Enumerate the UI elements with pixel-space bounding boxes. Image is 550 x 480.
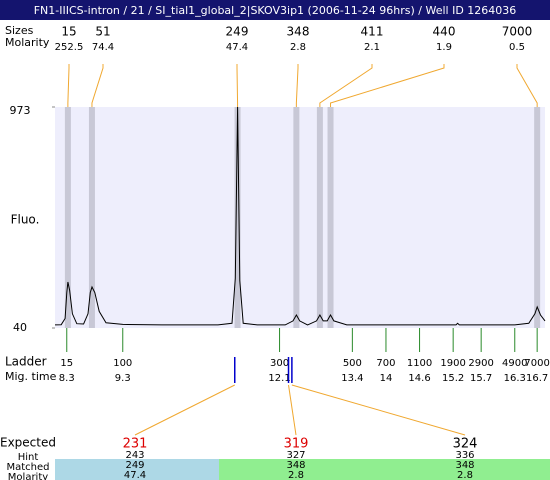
ladder-size: 1100 xyxy=(407,358,432,369)
peak-connector xyxy=(236,64,239,107)
ladder-label: Mig. time xyxy=(5,370,57,383)
ladder-size: 300 xyxy=(270,358,289,369)
peak-molarity: 1.9 xyxy=(436,42,452,53)
y-tick-label: 40 xyxy=(13,321,27,334)
expected-connector xyxy=(288,384,297,436)
expected-connector xyxy=(291,384,466,436)
table-label: Molarity xyxy=(8,472,48,480)
ladder-time: 13.4 xyxy=(341,373,363,384)
y-tick-label: 973 xyxy=(10,104,31,117)
table-label: Matched xyxy=(6,462,49,473)
peak-size: 411 xyxy=(361,25,384,39)
ladder-size: 4900 xyxy=(502,358,527,369)
expected-connector xyxy=(134,384,235,436)
peak-molarity: 2.8 xyxy=(290,42,306,53)
peak-row-label: Sizes xyxy=(5,24,34,37)
peak-molarity: 47.4 xyxy=(226,42,248,53)
expected-matched: 348 xyxy=(286,460,305,471)
ladder-time: 15.2 xyxy=(442,373,464,384)
expected-matched: 348 xyxy=(455,460,474,471)
ladder-time: 16.3 xyxy=(504,373,526,384)
ladder-time: 15.7 xyxy=(470,373,492,384)
peak-band xyxy=(88,107,95,328)
peak-molarity: 2.1 xyxy=(364,42,380,53)
expected-hint: 336 xyxy=(455,450,474,461)
peak-band xyxy=(316,107,323,328)
expected-value: 319 xyxy=(284,437,309,452)
peak-band xyxy=(534,107,541,328)
expected-molarity: 2.8 xyxy=(457,470,473,480)
ladder-size: 500 xyxy=(343,358,362,369)
peak-row-label: Molarity xyxy=(5,36,50,49)
ladder-label: Ladder xyxy=(5,355,47,369)
peak-molarity: 252.5 xyxy=(55,42,84,53)
matched-bg xyxy=(55,459,219,480)
ladder-time: 12.1 xyxy=(268,373,290,384)
peak-size: 51 xyxy=(95,25,110,39)
plot-area xyxy=(55,107,545,328)
title: FN1-IIICS-intron / 21 / SI_tial1_global_… xyxy=(34,4,517,17)
matched-bg xyxy=(219,459,550,480)
ladder-size: 15 xyxy=(60,358,73,369)
expected-matched: 249 xyxy=(125,460,144,471)
peak-connector xyxy=(319,64,373,107)
peak-connector xyxy=(67,64,70,107)
peak-size: 15 xyxy=(61,25,76,39)
ladder-time: 9.3 xyxy=(115,373,131,384)
ladder-size: 7000 xyxy=(524,358,549,369)
peak-connector xyxy=(91,64,104,107)
ladder-size: 700 xyxy=(376,358,395,369)
ladder-size: 1900 xyxy=(440,358,465,369)
peak-molarity: 74.4 xyxy=(92,42,114,53)
table-label: Expected xyxy=(0,436,56,450)
expected-molarity: 47.4 xyxy=(124,470,146,480)
ladder-time: 14 xyxy=(380,373,393,384)
y-label: Fluo. xyxy=(11,213,40,227)
table-label: Hint xyxy=(18,452,39,463)
expected-molarity: 2.8 xyxy=(288,470,304,480)
expected-hint: 243 xyxy=(125,450,144,461)
peak-connector xyxy=(516,64,538,107)
expected-hint: 327 xyxy=(286,450,305,461)
ladder-time: 14.6 xyxy=(408,373,430,384)
ladder-size: 2900 xyxy=(468,358,493,369)
peak-molarity: 0.5 xyxy=(509,42,525,53)
peak-band xyxy=(327,107,334,328)
ladder-size: 100 xyxy=(113,358,132,369)
expected-value: 231 xyxy=(123,437,148,452)
peak-size: 348 xyxy=(287,25,310,39)
trace xyxy=(54,106,546,326)
peak-size: 440 xyxy=(433,25,456,39)
peak-size: 249 xyxy=(226,25,249,39)
ladder-time: 16.7 xyxy=(526,373,548,384)
peak-band xyxy=(64,107,71,328)
peak-band xyxy=(293,107,300,328)
header-bar xyxy=(0,0,550,20)
ladder-time: 8.3 xyxy=(59,373,75,384)
peak-connector xyxy=(295,64,299,107)
peak-connector xyxy=(330,64,445,107)
peak-size: 7000 xyxy=(502,25,533,39)
peak-band xyxy=(234,107,241,328)
expected-value: 324 xyxy=(453,437,478,452)
